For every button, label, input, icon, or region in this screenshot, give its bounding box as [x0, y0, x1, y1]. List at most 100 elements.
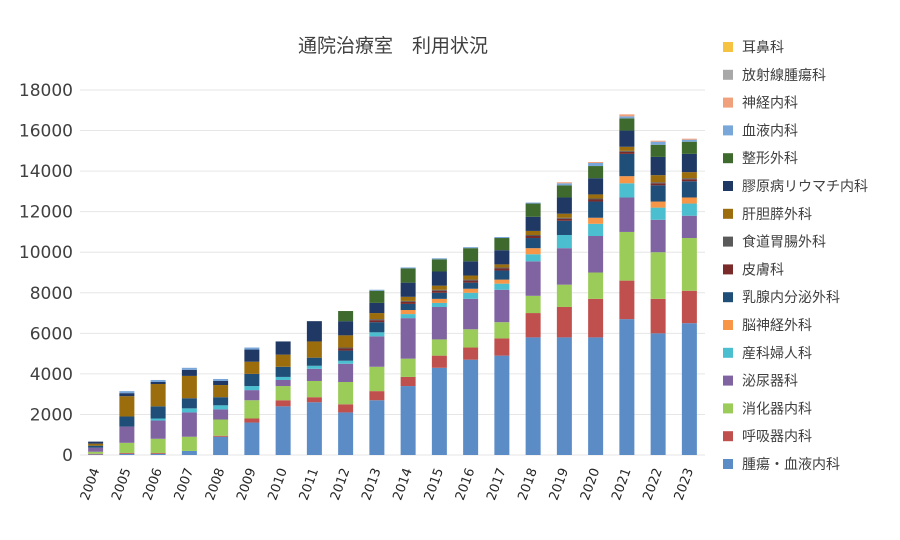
- bar-segment: [556, 248, 572, 285]
- y-tick-label: 8000: [30, 284, 73, 304]
- bar-segment: [275, 354, 291, 367]
- bar-segment: [525, 295, 541, 314]
- bar-segment: [400, 386, 416, 455]
- x-axis-ticks: 2004 2005 2006 2007 2008 2009 2010 2011 2012 2013…: [78, 466, 697, 502]
- bar-segment: [338, 412, 354, 455]
- x-tick-label: 2014: [390, 466, 415, 502]
- legend-swatch: [723, 42, 733, 52]
- bar-segment: [525, 230, 541, 235]
- bar-segment: [369, 302, 385, 314]
- bar-segment: [400, 358, 416, 377]
- bar-segment: [244, 373, 260, 387]
- bar-segment: [213, 397, 229, 406]
- bar-segment: [431, 290, 447, 293]
- legend-swatch: [723, 459, 733, 469]
- bar-segment: [650, 207, 666, 220]
- bar-segment: [681, 323, 697, 455]
- bar-segment: [681, 141, 697, 154]
- bar-segment: [525, 254, 541, 262]
- bar-segment: [650, 175, 666, 183]
- bar-segment: [525, 236, 541, 239]
- bar-segment: [338, 363, 354, 382]
- legend-swatch: [723, 208, 733, 219]
- bar-segment: [400, 267, 416, 269]
- bar-segment: [181, 450, 197, 455]
- bar-segment: [88, 443, 104, 446]
- bar-segment: [556, 220, 572, 235]
- bar-segment: [494, 355, 510, 455]
- bar-segment: [556, 284, 572, 307]
- bar-segment: [275, 376, 291, 380]
- legend-swatch: [723, 69, 733, 80]
- legend-label: 泌尿器科: [742, 374, 798, 390]
- bar-segment: [88, 454, 104, 455]
- bar-segment: [400, 318, 416, 359]
- y-tick-label: 18000: [19, 81, 73, 101]
- bar-segment: [525, 238, 541, 249]
- bar-segment: [431, 367, 447, 455]
- bar-segment: [244, 386, 260, 391]
- legend-swatch: [723, 236, 733, 247]
- legend-swatch: [723, 97, 733, 108]
- bar-segment: [338, 335, 354, 348]
- bar-segment: [681, 290, 697, 324]
- bar-segment: [650, 182, 666, 184]
- bar-segment: [463, 261, 479, 276]
- bar-segment: [150, 406, 166, 419]
- bar-segment: [619, 150, 635, 152]
- bar-segment: [275, 400, 291, 407]
- bar-segment: [369, 289, 385, 291]
- bar-segment: [338, 347, 354, 349]
- bar-segment: [650, 183, 666, 186]
- bar-segment: [213, 435, 229, 437]
- bar-segment: [619, 153, 635, 177]
- legend-label: 皮膚科: [742, 262, 784, 278]
- bar-segment: [244, 390, 260, 401]
- x-tick-label: 2022: [640, 466, 665, 502]
- bar-segment: [619, 176, 635, 184]
- bar-segment: [369, 391, 385, 401]
- bar-segment: [369, 322, 385, 333]
- bar-segment: [556, 183, 572, 186]
- bar-segment: [400, 300, 416, 302]
- bar-segment: [588, 194, 604, 199]
- bar-segment: [275, 341, 291, 355]
- bar-segment: [338, 311, 354, 322]
- legend-label: 乳腺内分泌外科: [742, 290, 840, 306]
- bar-segment: [88, 441, 104, 444]
- bar-segment: [369, 320, 385, 323]
- bar-segment: [463, 288, 479, 293]
- bar-segment: [588, 337, 604, 455]
- x-tick-label: 2020: [578, 466, 603, 502]
- bar-segment: [244, 347, 260, 350]
- bar-segment: [494, 270, 510, 280]
- x-tick-label: 2018: [515, 466, 540, 502]
- bar-segment: [306, 402, 322, 455]
- bar-segment: [306, 357, 322, 366]
- x-tick-label: 2008: [203, 466, 228, 502]
- bar-segment: [463, 329, 479, 348]
- bar-segment: [494, 264, 510, 268]
- bar-segment: [213, 405, 229, 410]
- bar-segment: [244, 422, 260, 455]
- bar-segment: [619, 197, 635, 232]
- chart-title: 通院治療室 利用状況: [298, 35, 488, 57]
- bar-segment: [88, 453, 104, 455]
- bar-segment: [619, 151, 635, 154]
- x-tick-label: 2010: [265, 466, 290, 502]
- bar-segment: [119, 396, 135, 417]
- bar-segment: [556, 197, 572, 214]
- bar-segment: [181, 375, 197, 399]
- bar-segment: [213, 419, 229, 436]
- bar-segment: [150, 452, 166, 454]
- bar-segment: [588, 178, 604, 195]
- bar-segment: [306, 341, 322, 358]
- x-tick-label: 2015: [422, 466, 447, 502]
- bar-segment: [213, 409, 229, 420]
- legend-swatch: [723, 403, 733, 414]
- bar-segment: [619, 118, 635, 131]
- bar-segment: [525, 261, 541, 296]
- legend-label: 腫瘍・血液内科: [742, 456, 840, 473]
- bar-segment: [650, 333, 666, 455]
- bar-segment: [463, 248, 479, 262]
